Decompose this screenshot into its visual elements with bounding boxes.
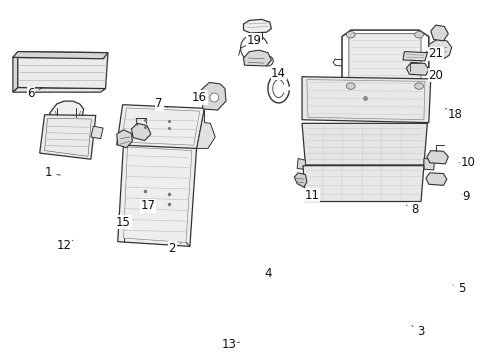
Text: 13: 13 — [221, 338, 239, 351]
Ellipse shape — [346, 83, 354, 89]
Polygon shape — [243, 50, 271, 66]
Text: 19: 19 — [246, 33, 261, 47]
Polygon shape — [91, 126, 103, 139]
Text: 14: 14 — [270, 67, 285, 80]
Ellipse shape — [414, 32, 423, 38]
Polygon shape — [302, 123, 427, 165]
Ellipse shape — [346, 32, 354, 38]
Polygon shape — [13, 87, 105, 92]
Polygon shape — [49, 101, 83, 121]
Text: 8: 8 — [406, 203, 418, 216]
Polygon shape — [243, 19, 271, 33]
Text: 20: 20 — [427, 69, 442, 82]
Text: 12: 12 — [57, 239, 73, 252]
Text: 10: 10 — [458, 156, 474, 169]
Polygon shape — [131, 123, 151, 140]
Text: 2: 2 — [168, 242, 181, 255]
Ellipse shape — [414, 83, 423, 89]
Polygon shape — [196, 108, 215, 148]
Ellipse shape — [209, 93, 218, 102]
Text: 11: 11 — [304, 189, 319, 202]
Polygon shape — [297, 158, 305, 169]
Text: 7: 7 — [155, 98, 167, 111]
Polygon shape — [13, 51, 108, 59]
Text: 4: 4 — [264, 267, 271, 280]
Polygon shape — [13, 53, 18, 92]
Polygon shape — [302, 77, 430, 123]
Polygon shape — [425, 173, 446, 185]
Polygon shape — [294, 173, 306, 187]
Polygon shape — [348, 34, 420, 87]
Polygon shape — [40, 115, 96, 159]
Polygon shape — [402, 51, 427, 61]
Text: 16: 16 — [192, 91, 207, 104]
Polygon shape — [303, 166, 423, 202]
Ellipse shape — [262, 56, 273, 66]
Text: 1: 1 — [44, 166, 60, 179]
Text: 21: 21 — [425, 47, 442, 60]
Text: 3: 3 — [411, 325, 424, 338]
Text: 18: 18 — [445, 108, 462, 121]
Polygon shape — [18, 51, 108, 89]
Polygon shape — [117, 130, 132, 148]
Polygon shape — [423, 158, 434, 170]
Text: 17: 17 — [140, 199, 155, 212]
Polygon shape — [117, 105, 204, 148]
Polygon shape — [200, 82, 225, 110]
Polygon shape — [406, 62, 428, 75]
Text: 6: 6 — [27, 87, 43, 100]
Polygon shape — [118, 142, 196, 246]
Polygon shape — [430, 25, 447, 41]
Text: 5: 5 — [452, 282, 464, 295]
Polygon shape — [428, 40, 451, 60]
Text: 15: 15 — [116, 216, 131, 229]
Text: 9: 9 — [461, 190, 469, 203]
Polygon shape — [426, 150, 447, 164]
